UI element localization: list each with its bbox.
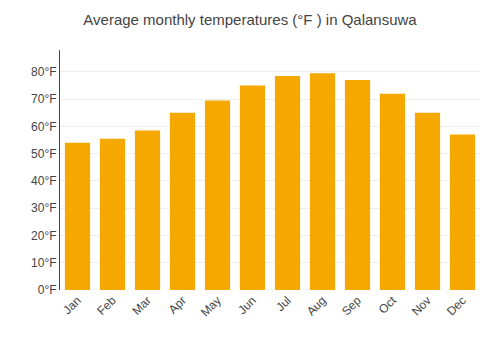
svg-text:Average monthly temperatures (: Average monthly temperatures (°F ) in Qa…	[83, 11, 417, 28]
svg-text:40°F: 40°F	[31, 174, 56, 188]
svg-text:May: May	[198, 293, 224, 319]
svg-text:70°F: 70°F	[31, 92, 56, 106]
svg-text:20°F: 20°F	[31, 229, 56, 243]
svg-text:Jan: Jan	[60, 293, 84, 317]
svg-text:60°F: 60°F	[31, 120, 56, 134]
svg-text:10°F: 10°F	[31, 256, 56, 270]
svg-text:80°F: 80°F	[31, 65, 56, 79]
svg-text:30°F: 30°F	[31, 201, 56, 215]
svg-text:Feb: Feb	[94, 293, 119, 318]
svg-text:Apr: Apr	[166, 293, 189, 316]
svg-text:50°F: 50°F	[31, 147, 56, 161]
svg-text:0°F: 0°F	[38, 283, 57, 297]
svg-text:Nov: Nov	[409, 293, 434, 318]
svg-text:Sep: Sep	[339, 293, 364, 318]
svg-text:Jun: Jun	[235, 293, 259, 317]
svg-text:Jul: Jul	[273, 293, 294, 314]
svg-text:Aug: Aug	[304, 293, 329, 318]
svg-text:Oct: Oct	[376, 293, 400, 317]
svg-text:Dec: Dec	[444, 293, 469, 318]
svg-text:Mar: Mar	[129, 293, 154, 318]
